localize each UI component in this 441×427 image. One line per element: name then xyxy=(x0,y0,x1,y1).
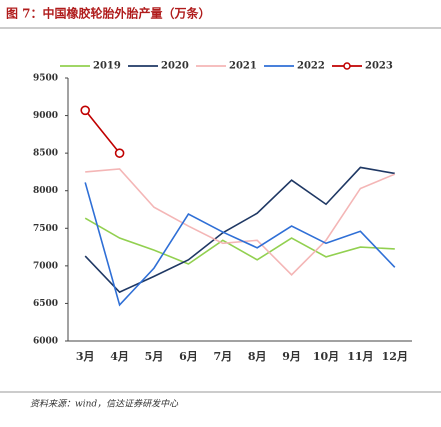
x-tick-label: 9月 xyxy=(282,350,301,363)
series-line xyxy=(84,217,395,265)
chart-title: 图 7：中国橡胶轮胎外胎产量（万条） xyxy=(6,6,211,21)
series-line xyxy=(84,109,121,154)
x-tick-label: 11月 xyxy=(347,350,373,363)
series-marker xyxy=(80,105,90,116)
legend-marker xyxy=(343,62,351,70)
y-tick-label: 7000 xyxy=(33,261,58,271)
legend-label: 2022 xyxy=(297,61,325,72)
legend-label: 2019 xyxy=(93,61,121,72)
y-tick-label: 8000 xyxy=(33,186,58,196)
x-tick-label: 12月 xyxy=(382,350,408,363)
x-tick-label: 8月 xyxy=(248,350,267,363)
series-line xyxy=(84,182,396,307)
y-tick-label: 7500 xyxy=(33,224,58,234)
series-line xyxy=(85,168,396,277)
y-tick-label: 6500 xyxy=(33,299,58,309)
series-line xyxy=(84,166,395,294)
y-tick-label: 6000 xyxy=(33,337,58,347)
x-tick-label: 5月 xyxy=(145,350,164,363)
y-tick-label: 9000 xyxy=(33,111,58,121)
source-note: 资料来源：wind，信达证券研发中心 xyxy=(30,399,179,410)
legend-label: 2021 xyxy=(229,61,257,72)
series-marker xyxy=(114,148,125,158)
legend-label: 2020 xyxy=(161,61,189,72)
x-tick-label: 4月 xyxy=(110,350,129,363)
legend-label: 2023 xyxy=(365,61,393,72)
x-tick-label: 3月 xyxy=(76,350,95,363)
y-tick-label: 8500 xyxy=(33,149,58,159)
x-tick-label: 7月 xyxy=(213,350,232,363)
x-tick-label: 10月 xyxy=(313,350,339,363)
y-tick-label: 9500 xyxy=(33,74,58,84)
x-tick-label: 6月 xyxy=(179,350,198,363)
